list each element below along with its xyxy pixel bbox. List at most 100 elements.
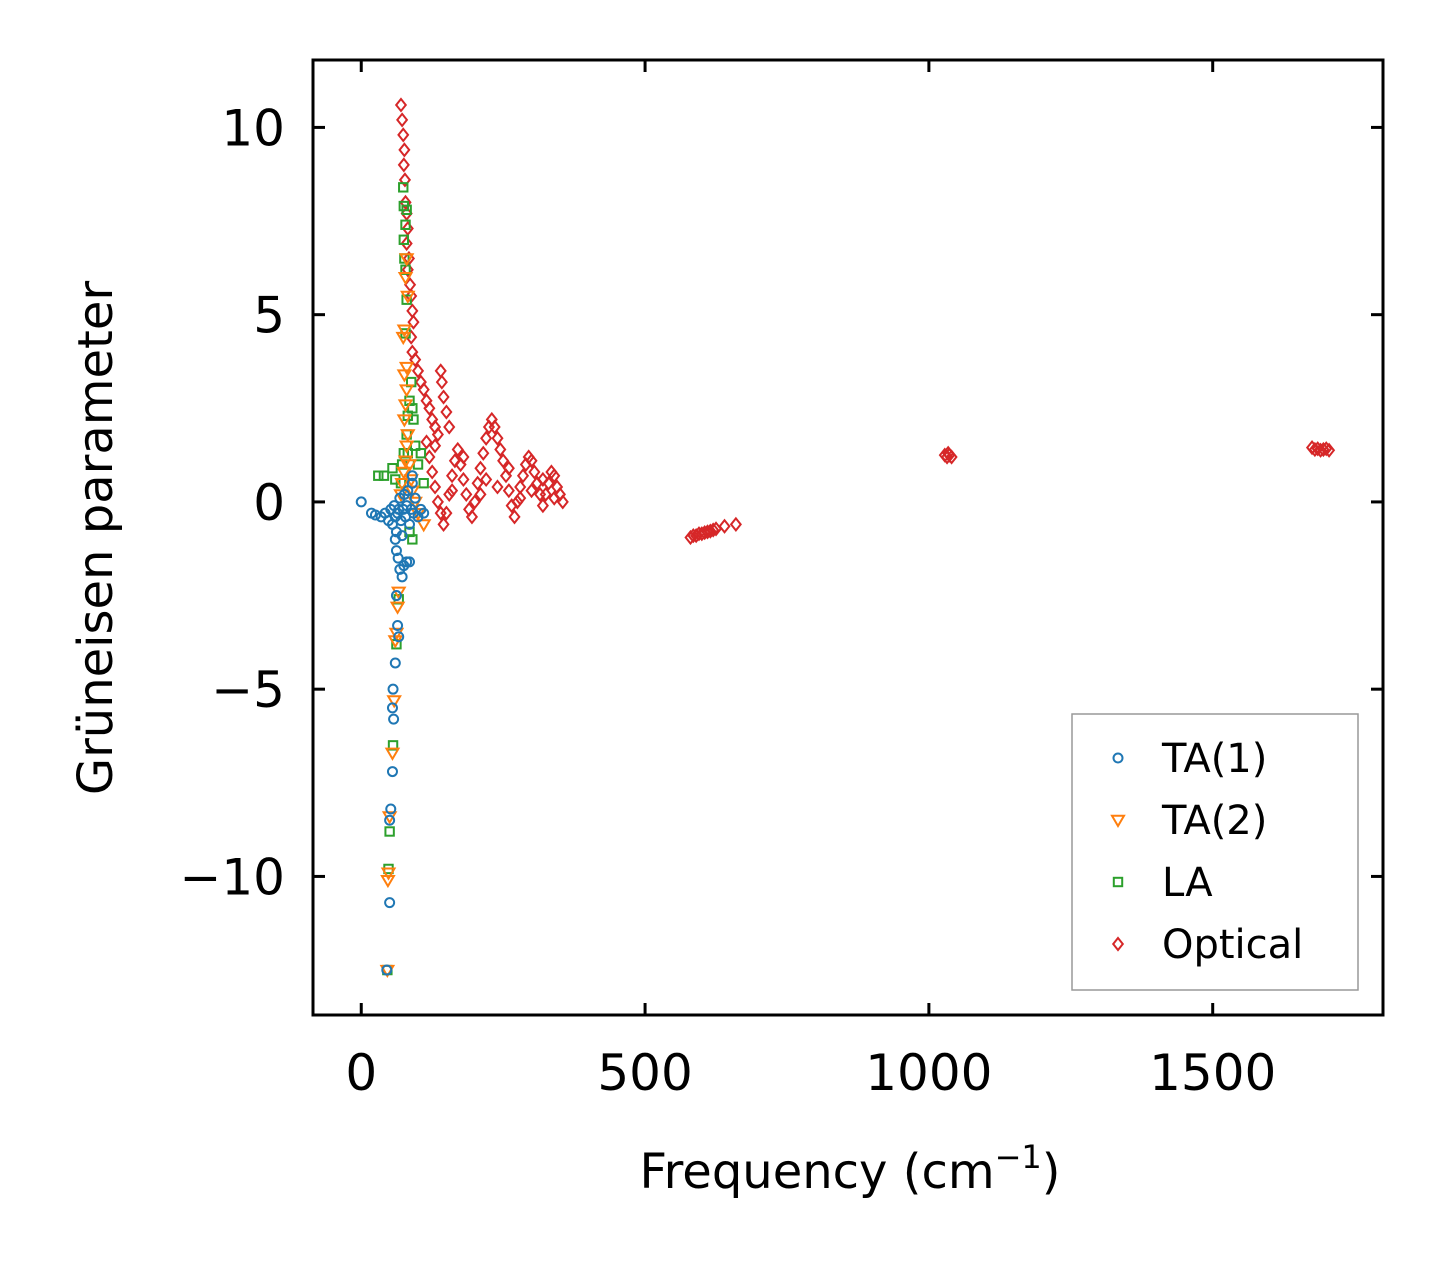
data-point-la [407,534,418,545]
data-point-optical [502,460,515,476]
data-point-ta-2 [386,695,402,709]
data-point-optical [718,518,731,534]
data-point-optical [445,468,459,484]
data-point-ta-2 [396,414,413,428]
y-tick-label: −10 [179,848,285,906]
data-point-optical [480,430,493,446]
data-point-optical [548,490,561,506]
data-point-ta-1 [406,477,418,489]
axes: 0 500 1000 1500 10 5 0 −5 −10 [179,58,1385,1102]
data-point-la [401,204,412,216]
data-point-ta-1 [355,496,367,508]
data-point-ta-1 [386,766,398,778]
data-point-optical [451,441,464,458]
data-point-optical [480,471,493,488]
data-point-la [378,470,390,481]
legend-marker [1111,936,1125,952]
data-point-optical [440,505,453,521]
data-point-optical [494,441,507,458]
data-point-optical [942,445,955,461]
data-point-ta-1 [406,470,418,482]
data-point-optical [407,314,420,330]
data-point-optical [398,172,412,188]
data-point-la [407,403,418,414]
data-point-ta-2 [398,384,415,398]
data-point-ta-2 [394,477,410,492]
data-point-optical [443,486,456,503]
data-point-optical [701,524,714,540]
data-marks [355,97,1336,979]
data-point-la [398,182,409,193]
y-tick-label: −5 [211,661,285,719]
data-point-la [387,463,398,474]
data-point-la [418,477,429,489]
data-point-optical [428,479,442,495]
x-tick-label: 1500 [1149,1044,1276,1102]
data-point-ta-1 [381,964,393,976]
data-point-optical [525,453,538,469]
data-point-ta-1 [388,713,400,725]
legend-marker [1112,876,1124,888]
data-point-ta-1 [390,545,402,557]
data-point-ta-1 [390,590,402,602]
data-point-optical [437,516,450,532]
data-point-optical [428,438,442,454]
data-point-optical [539,486,552,503]
data-point-optical [1320,441,1333,457]
data-point-optical [707,522,720,538]
data-point-ta-1 [409,492,421,504]
legend: TA(1) TA(2) LA Optical [1071,713,1359,991]
y-tick-label: 5 [253,287,285,345]
x-axis-label: Frequency (cm−1) [639,1138,1060,1200]
legend-marker [1110,814,1126,828]
data-point-ta-1 [389,657,401,669]
data-point-optical [400,235,413,252]
data-point-optical [690,528,703,544]
data-point-ta-2 [388,627,405,641]
data-point-ta-2 [407,496,423,510]
data-point-optical [435,374,448,390]
data-point-optical [491,430,504,446]
data-point-optical [457,449,470,465]
data-point-ta-1 [393,631,405,643]
legend-label: Optical [1162,922,1303,968]
data-point-optical [477,445,490,461]
data-point-optical [394,97,408,113]
data-point-optical [468,494,481,510]
data-point-ta-1 [392,620,404,632]
data-point-optical [397,127,410,143]
data-point-optical [465,509,479,525]
y-tick-label: 0 [253,474,285,532]
data-point-optical [397,157,410,173]
data-point-optical [396,112,409,128]
data-point-optical [1314,442,1327,458]
data-point-la [408,414,419,425]
data-point-ta-2 [389,601,406,615]
legend-marker [1112,752,1124,764]
data-point-optical [401,220,414,237]
data-point-ta-1 [389,533,401,545]
data-point-optical [411,363,425,379]
data-point-optical [417,381,430,398]
data-point-optical [440,404,453,420]
data-point-optical [401,262,414,278]
legend-label: LA [1162,860,1213,906]
data-point-optical [945,449,958,465]
series-ta-1 [355,470,430,976]
data-point-la [400,219,411,230]
legend-label: TA(1) [1161,736,1267,782]
data-point-optical [525,483,538,499]
plot-frame [311,58,1385,1017]
data-point-optical [536,471,549,488]
data-point-ta-2 [400,429,416,443]
data-point-ta-2 [397,272,414,286]
data-point-ta-2 [380,867,397,881]
legend-box [1071,713,1359,991]
data-point-optical [508,509,521,525]
data-point-optical [488,419,501,435]
data-point-la [401,294,412,305]
data-point-optical [502,483,515,499]
data-point-optical [704,523,717,539]
data-point-ta-2 [401,459,418,473]
data-point-optical [460,486,473,503]
